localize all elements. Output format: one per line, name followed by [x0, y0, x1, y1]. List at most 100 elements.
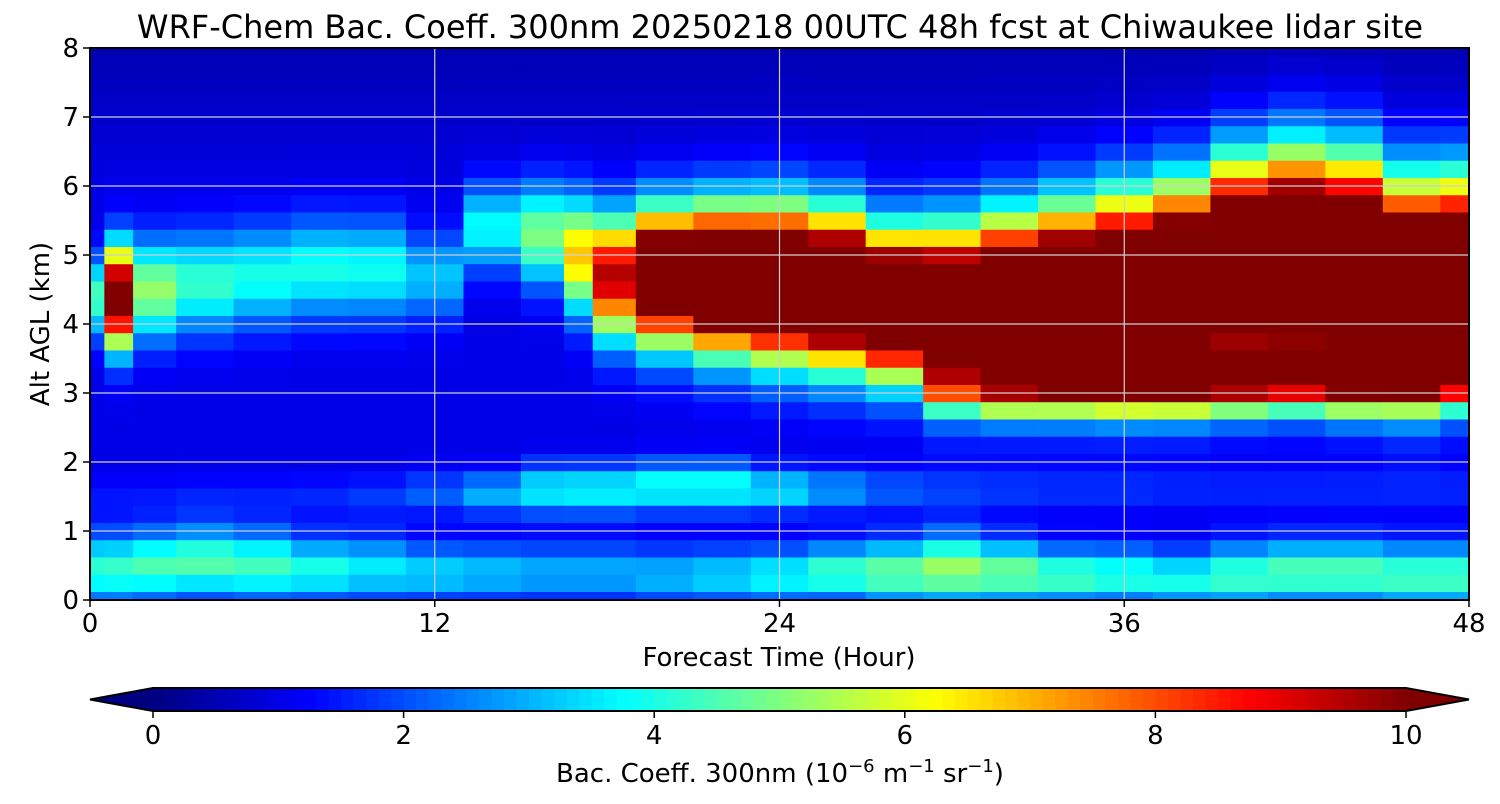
- heatmap-cell: [808, 556, 867, 575]
- heatmap-cell: [133, 125, 177, 144]
- colorbar-segment: [616, 688, 630, 711]
- heatmap-cell: [1382, 418, 1441, 437]
- heatmap-cell: [176, 556, 235, 575]
- heatmap-cell: [564, 470, 594, 489]
- colorbar-tick-label: 4: [646, 721, 663, 751]
- colorbar-segment: [729, 688, 743, 711]
- heatmap-cell: [233, 160, 292, 178]
- colorbar-label-mid2: sr: [935, 759, 968, 789]
- heatmap-cell: [865, 280, 924, 299]
- heatmap-cell: [133, 436, 177, 454]
- heatmap-cell: [592, 349, 637, 368]
- heatmap-cell: [1152, 349, 1212, 368]
- y-tick-label: 3: [62, 379, 79, 409]
- heatmap-cell: [1382, 349, 1441, 368]
- heatmap-cell: [233, 280, 292, 299]
- heatmap-cell: [865, 470, 924, 489]
- colorbar-segment: [892, 688, 906, 711]
- heatmap-cell: [980, 574, 1039, 592]
- heatmap-cell: [90, 280, 105, 299]
- heatmap-cell: [1382, 280, 1441, 299]
- colorbar-segment: [867, 688, 881, 711]
- heatmap-cell: [348, 332, 407, 351]
- heatmap-cell: [1038, 574, 1097, 592]
- heatmap-cell: [865, 418, 924, 437]
- heatmap-cell: [176, 194, 235, 213]
- heatmap-cell: [233, 349, 292, 368]
- heatmap-cell: [104, 73, 134, 92]
- heatmap-cell: [1440, 280, 1470, 299]
- heatmap-cell: [90, 194, 105, 213]
- heatmap-cell: [348, 56, 407, 75]
- heatmap-cell: [291, 539, 350, 558]
- heatmap-cell: [176, 298, 235, 316]
- heatmap-cell: [1382, 263, 1441, 282]
- colorbar-segment: [328, 688, 342, 711]
- colorbar-segment: [503, 688, 517, 711]
- colorbar-segment: [290, 688, 304, 711]
- heatmap-cell: [104, 591, 134, 601]
- heatmap-cell: [1382, 298, 1441, 316]
- heatmap-cell: [635, 367, 694, 385]
- heatmap-cell: [520, 280, 565, 299]
- colorbar-segment: [1067, 688, 1081, 711]
- colorbar-segment: [566, 688, 580, 711]
- heatmap-cell: [233, 574, 292, 592]
- heatmap-cell: [865, 48, 924, 58]
- heatmap-cell: [520, 470, 565, 489]
- heatmap-cell: [564, 160, 594, 178]
- heatmap-cell: [233, 332, 292, 351]
- heatmap-cell: [808, 505, 867, 523]
- heatmap-cell: [564, 591, 594, 601]
- heatmap-cell: [592, 263, 637, 282]
- heatmap-cell: [520, 194, 565, 213]
- heatmap-cell: [1325, 539, 1384, 558]
- heatmap-cell: [1325, 367, 1384, 385]
- heatmap-cell: [1382, 73, 1441, 92]
- colorbar-segment: [1218, 688, 1232, 711]
- heatmap-cell: [1152, 591, 1212, 601]
- colorbar-segment: [817, 688, 831, 711]
- heatmap-cell: [1038, 349, 1097, 368]
- y-tick-label: 6: [62, 172, 79, 202]
- heatmap-cell: [1440, 263, 1470, 282]
- colorbar-segment: [854, 688, 868, 711]
- heatmap-cell: [923, 349, 982, 368]
- heatmap-cell: [1267, 125, 1326, 144]
- heatmap-cell: [865, 263, 924, 282]
- colorbar-segment: [1180, 688, 1194, 711]
- heatmap-cell: [90, 436, 105, 454]
- heatmap-cell: [1152, 194, 1212, 213]
- heatmap-cell: [635, 91, 694, 109]
- heatmap-cell: [133, 556, 177, 575]
- heatmap-cell: [176, 436, 235, 454]
- colorbar-segment: [1280, 688, 1294, 711]
- heatmap-cell: [1440, 349, 1470, 368]
- heatmap-cell: [980, 56, 1039, 75]
- heatmap-cell: [291, 73, 350, 92]
- heatmap-cell: [1325, 436, 1384, 454]
- heatmap-cell: [980, 91, 1039, 109]
- heatmap-cell: [564, 48, 594, 58]
- heatmap-cell: [1038, 487, 1097, 506]
- heatmap-cell: [348, 263, 407, 282]
- heatmap-cell: [865, 142, 924, 161]
- heatmap-cell: [176, 142, 235, 161]
- heatmap-cell: [980, 401, 1039, 420]
- heatmap-cell: [463, 91, 522, 109]
- heatmap-cell: [90, 298, 105, 316]
- heatmap-cell: [463, 56, 522, 75]
- heatmap-cell: [291, 298, 350, 316]
- heatmap-cell: [176, 591, 235, 601]
- colorbar-segment: [528, 688, 542, 711]
- heatmap-cell: [1038, 418, 1097, 437]
- heatmap-cell: [693, 229, 752, 247]
- colorbar-segment: [792, 688, 806, 711]
- heatmap-cell: [564, 539, 594, 558]
- heatmap-cell: [463, 436, 522, 454]
- heatmap-cell: [1440, 298, 1470, 316]
- heatmap-cell: [1152, 73, 1212, 92]
- heatmap-cell: [592, 280, 637, 299]
- heatmap-cell: [133, 332, 177, 351]
- heatmap-cell: [865, 332, 924, 351]
